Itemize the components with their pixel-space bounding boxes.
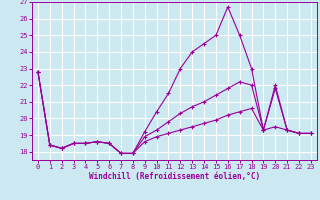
X-axis label: Windchill (Refroidissement éolien,°C): Windchill (Refroidissement éolien,°C) — [89, 172, 260, 181]
